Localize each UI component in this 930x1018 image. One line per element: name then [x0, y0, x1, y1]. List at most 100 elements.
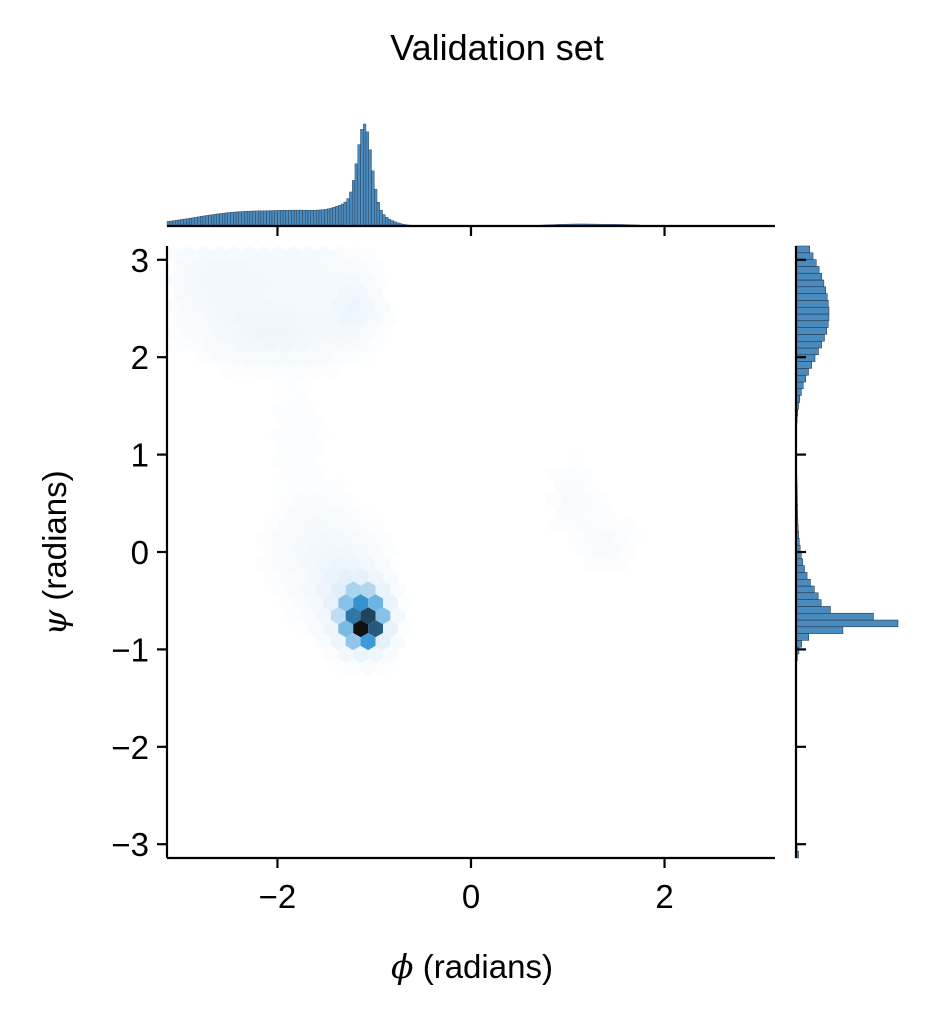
hex-bin: [330, 529, 346, 547]
hex-bin: [330, 323, 346, 341]
hex-bin: [271, 581, 287, 599]
histogram-bar-phi: [222, 212, 226, 227]
x-tick-label: −2: [259, 878, 297, 915]
histogram-bar-psi: [795, 252, 814, 260]
hex-bin: [211, 297, 227, 315]
hex-bin: [323, 284, 339, 302]
hex-bin: [293, 568, 309, 586]
hex-bin: [353, 620, 369, 638]
hex-bin: [584, 504, 599, 522]
histogram-bar-phi: [293, 209, 298, 227]
hex-bin: [375, 323, 391, 341]
hex-bin: [301, 323, 316, 341]
hex-bin: [263, 284, 279, 302]
hex-bin: [375, 633, 391, 651]
hex-bin: [301, 478, 316, 496]
hex-bin: [353, 542, 369, 560]
hex-bin: [278, 594, 294, 612]
hex-bin: [278, 568, 294, 586]
hex-bin: [308, 542, 324, 560]
hex-bin: [241, 297, 257, 315]
histogram-bar-phi: [285, 210, 289, 227]
hex-bin: [606, 542, 622, 560]
histogram-bar-phi: [211, 214, 215, 227]
hex-bin: [599, 504, 614, 522]
histogram-bar-phi: [371, 170, 375, 227]
hex-bin: [293, 362, 309, 380]
hex-bin: [323, 516, 339, 535]
hex-bin: [293, 258, 309, 277]
hex-bin: [271, 400, 287, 418]
hex-bin: [338, 336, 354, 354]
hex-bin: [323, 594, 339, 612]
histogram-bar-phi: [197, 216, 201, 227]
hex-bin: [599, 529, 614, 547]
histogram-bar-psi: [795, 599, 822, 607]
hex-bin: [301, 452, 316, 470]
chart-title: Validation set: [390, 27, 603, 68]
hex-bin: [316, 246, 331, 264]
histogram-bar-psi: [795, 633, 810, 641]
hex-bin: [375, 555, 391, 573]
y-axis-unit: (radians): [36, 470, 73, 609]
hex-bin: [286, 297, 302, 315]
hex-bin: [301, 581, 316, 599]
histogram-bar-psi: [795, 306, 830, 315]
hex-bin: [338, 310, 354, 328]
histogram-bar-phi: [365, 131, 369, 227]
histogram-bar-phi: [238, 211, 242, 227]
hex-bin: [353, 258, 369, 277]
hex-bin: [271, 375, 287, 393]
histogram-bar-phi: [338, 205, 342, 227]
hex-bin: [613, 529, 629, 547]
hex-bin: [599, 555, 614, 573]
hex-bin: [293, 336, 309, 354]
hex-bin: [375, 297, 391, 315]
hex-bin: [263, 516, 279, 535]
hex-bin: [330, 478, 346, 496]
x-tick-label: 0: [462, 878, 480, 915]
hex-bin: [338, 516, 354, 535]
hex-bin: [345, 658, 361, 676]
histogram-bar-phi: [263, 210, 267, 227]
histogram-bar-psi: [795, 368, 809, 376]
histogram-bar-phi: [280, 210, 284, 227]
hex-bin: [330, 607, 346, 625]
hex-bin: [308, 491, 324, 509]
hex-bin: [174, 284, 190, 302]
hex-bin: [271, 349, 287, 367]
histogram-bar-phi: [385, 217, 389, 227]
hex-bin: [301, 504, 316, 522]
hex-bin: [621, 542, 637, 560]
hex-bin: [316, 581, 331, 599]
histogram-bar-phi: [360, 128, 364, 227]
hex-bin: [286, 478, 302, 496]
histogram-bar-psi: [795, 340, 822, 349]
hex-bin: [353, 284, 369, 302]
hex-bin: [368, 542, 383, 560]
hex-bin: [263, 258, 279, 277]
hex-bin: [219, 284, 234, 302]
hex-bin: [360, 607, 376, 625]
hex-bin: [330, 581, 346, 599]
histogram-bar-phi: [321, 209, 325, 227]
hex-bin: [181, 297, 197, 315]
hex-bin: [204, 284, 220, 302]
hex-bin: [301, 426, 316, 444]
hex-bin: [286, 246, 302, 264]
hex-bin: [316, 504, 331, 522]
hex-bin: [323, 362, 339, 380]
hex-bin: [286, 375, 302, 393]
marginal-histogram-phi: [166, 123, 657, 227]
hex-bin: [167, 271, 182, 289]
hex-bin: [345, 323, 361, 341]
histogram-bar-phi: [310, 210, 314, 227]
histogram-bar-phi: [188, 217, 193, 227]
hex-bin: [345, 504, 361, 522]
hex-bin: [263, 310, 279, 328]
histogram-bar-phi: [249, 210, 253, 227]
hex-bin: [323, 542, 339, 560]
hex-bin: [353, 336, 369, 354]
hex-bin: [345, 349, 361, 367]
hex-bin: [375, 581, 391, 599]
